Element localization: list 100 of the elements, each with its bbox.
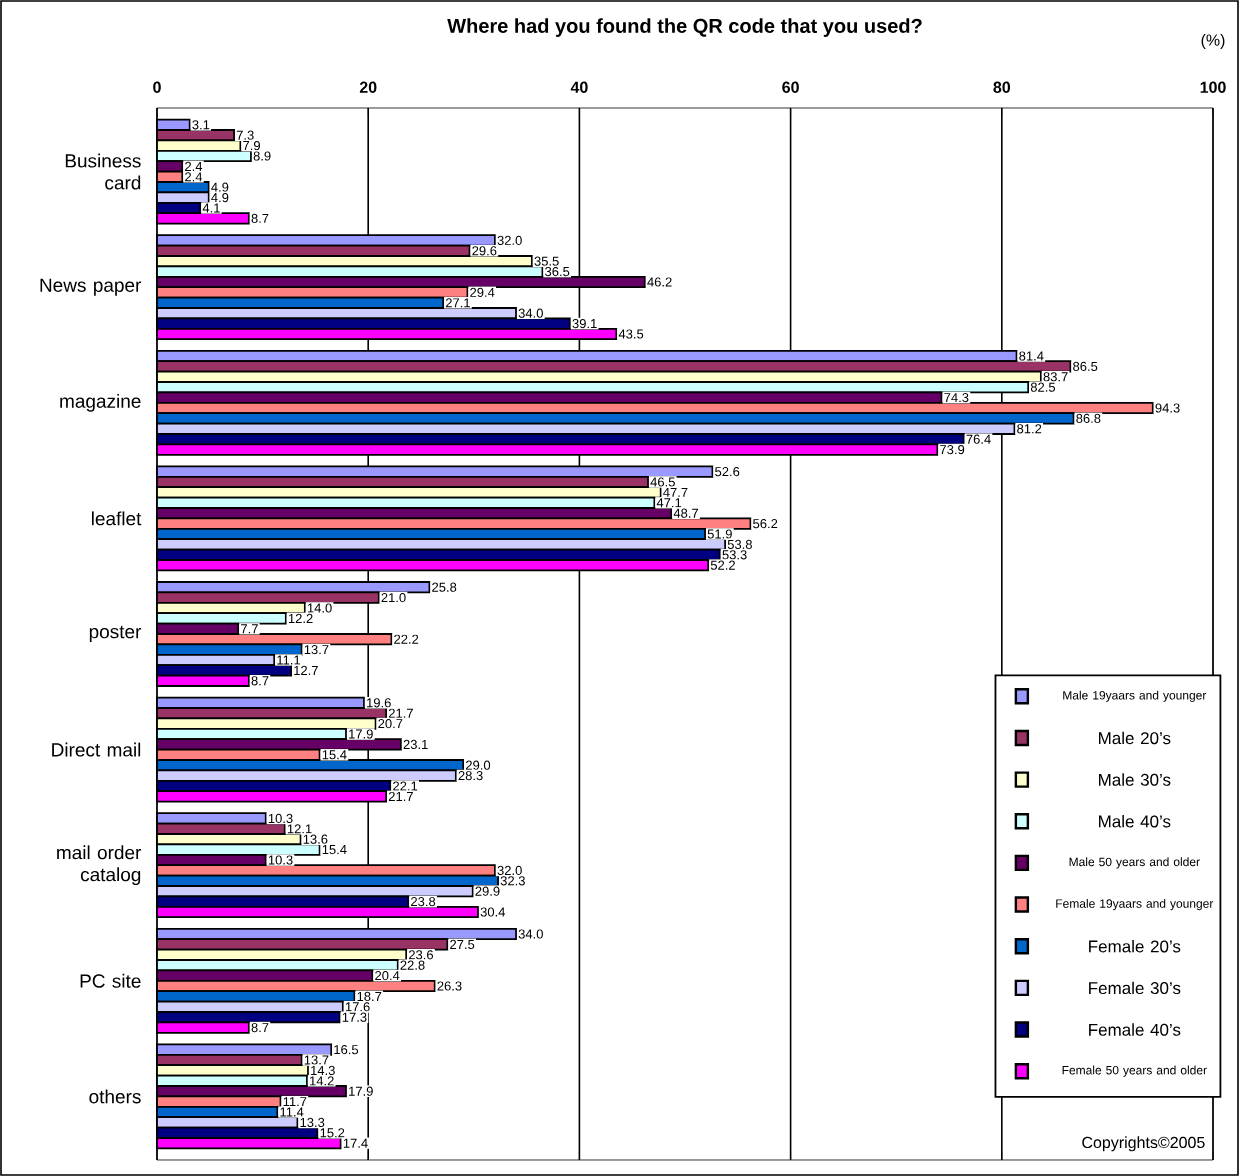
data-label: 30.4: [480, 907, 506, 917]
data-label: 83.7: [1043, 372, 1068, 382]
data-label: 7.9: [243, 140, 260, 151]
data-label: 81.2: [1017, 424, 1042, 434]
y-tick-label: poster: [89, 625, 142, 643]
data-label: 18.7: [357, 991, 382, 1002]
data-label: 23.6: [408, 950, 434, 960]
data-label: 29.4: [470, 287, 495, 297]
text: Male 20’s: [1099, 731, 1171, 745]
y-tick-label: magazine: [60, 393, 141, 412]
data-label: 4.9: [211, 192, 229, 203]
data-label: 17.6: [345, 1002, 370, 1012]
data-label: 13.3: [300, 1117, 325, 1128]
data-label: 12.2: [288, 613, 313, 623]
data-label: 15.2: [320, 1128, 345, 1138]
data-label: 14.3: [311, 1065, 335, 1076]
data-label: 10.3: [268, 855, 293, 865]
data-label: 21.7: [388, 708, 413, 718]
data-label: 22.2: [394, 634, 419, 644]
data-label: 17.9: [349, 1086, 373, 1096]
text: Male 30’s: [1099, 773, 1171, 786]
data-label: 14.2: [310, 1076, 334, 1086]
data-label: 43.5: [618, 329, 644, 339]
data-label: 14.0: [307, 603, 332, 613]
data-label: 27.1: [445, 298, 470, 308]
x-tick-label: 40: [570, 81, 588, 93]
data-label: 12.7: [294, 665, 318, 675]
data-label: 11.1: [277, 655, 301, 665]
data-label: 3.1: [192, 120, 210, 130]
data-label: 39.1: [572, 319, 597, 329]
data-label: 74.3: [944, 393, 969, 403]
data-label: 46.2: [647, 277, 672, 287]
data-label: 16.5: [334, 1045, 359, 1055]
data-label: 81.4: [1019, 351, 1044, 361]
data-label: 17.3: [342, 1012, 367, 1022]
data-label: 19.6: [367, 698, 391, 708]
data-label: 52.2: [710, 560, 735, 570]
text: Female 50 years and older: [1062, 1065, 1207, 1077]
data-label: 27.5: [450, 939, 475, 950]
x-tick-label: 60: [782, 81, 799, 93]
data-label: 11.7: [283, 1097, 307, 1107]
y-tick-label: Business card: [65, 153, 141, 190]
data-label: 8.7: [251, 676, 269, 686]
data-label: 52.6: [715, 467, 740, 477]
data-label: 17.4: [343, 1138, 368, 1148]
data-label: 86.5: [1073, 361, 1098, 371]
data-label: 48.7: [673, 508, 698, 518]
data-label: 22.8: [400, 960, 425, 970]
data-label: 10.3: [268, 813, 293, 824]
data-label: 32.0: [497, 235, 522, 245]
data-label: 22.1: [393, 781, 418, 791]
y-tick-label: Direct mail: [52, 742, 141, 757]
text: Male 40’s: [1099, 815, 1171, 828]
y-tick-label: mail order catalog: [57, 845, 142, 886]
data-label: 4.1: [202, 203, 220, 213]
data-label: 4.9: [211, 182, 229, 192]
data-label: 34.0: [518, 929, 543, 939]
x-axis-title: (%): [1201, 34, 1225, 49]
data-label: 73.9: [940, 445, 965, 455]
data-label: 46.5: [650, 477, 675, 487]
y-tick-label: PC site: [80, 973, 141, 988]
data-label: 21.0: [381, 593, 406, 603]
data-label: 28.3: [458, 771, 483, 781]
data-label: 13.6: [303, 834, 328, 844]
text: Male 50 years and older: [1069, 857, 1200, 869]
data-label: 12.1: [287, 824, 312, 834]
data-label: 7.7: [241, 624, 258, 634]
data-label: 32.0: [497, 865, 522, 876]
data-label: 13.7: [304, 1055, 329, 1065]
text: Female 40’s: [1089, 1023, 1181, 1036]
text: Female 20’s: [1089, 939, 1181, 953]
data-label: 47.1: [656, 498, 682, 508]
data-label: 25.8: [432, 582, 457, 592]
data-label: 26.3: [437, 981, 462, 991]
y-tick-label: leaflet: [91, 511, 142, 526]
chart-title: Where had you found the QR code that you used?: [447, 18, 922, 37]
data-label: 7.3: [236, 130, 254, 140]
data-label: 20.4: [375, 971, 400, 981]
data-label: 94.3: [1155, 403, 1180, 413]
data-label: 32.3: [500, 876, 525, 886]
y-tick-label: News paper: [40, 278, 142, 296]
data-label: 29.9: [475, 886, 500, 896]
data-label: 56.2: [753, 519, 778, 529]
x-tick-label: 100: [1200, 81, 1226, 93]
data-label: 29.0: [466, 760, 491, 770]
data-label: 76.4: [966, 434, 991, 444]
x-tick-label: 0: [153, 81, 161, 93]
data-label: 86.8: [1076, 413, 1101, 423]
legend-label: Female 19yaars and younger: [1056, 898, 1214, 911]
data-label: 51.9: [707, 529, 732, 539]
data-label: 35.5: [534, 256, 559, 266]
y-tick-label: others: [89, 1089, 141, 1104]
data-label: 20.7: [378, 719, 403, 729]
data-label: 2.4: [185, 161, 203, 171]
data-label: 53.8: [727, 539, 752, 549]
data-label: 53.3: [722, 550, 747, 560]
data-label: 11.4: [280, 1107, 304, 1117]
data-label: 21.7: [388, 791, 413, 801]
data-label: 8.7: [251, 1023, 269, 1033]
data-label: 8.7: [251, 213, 269, 223]
